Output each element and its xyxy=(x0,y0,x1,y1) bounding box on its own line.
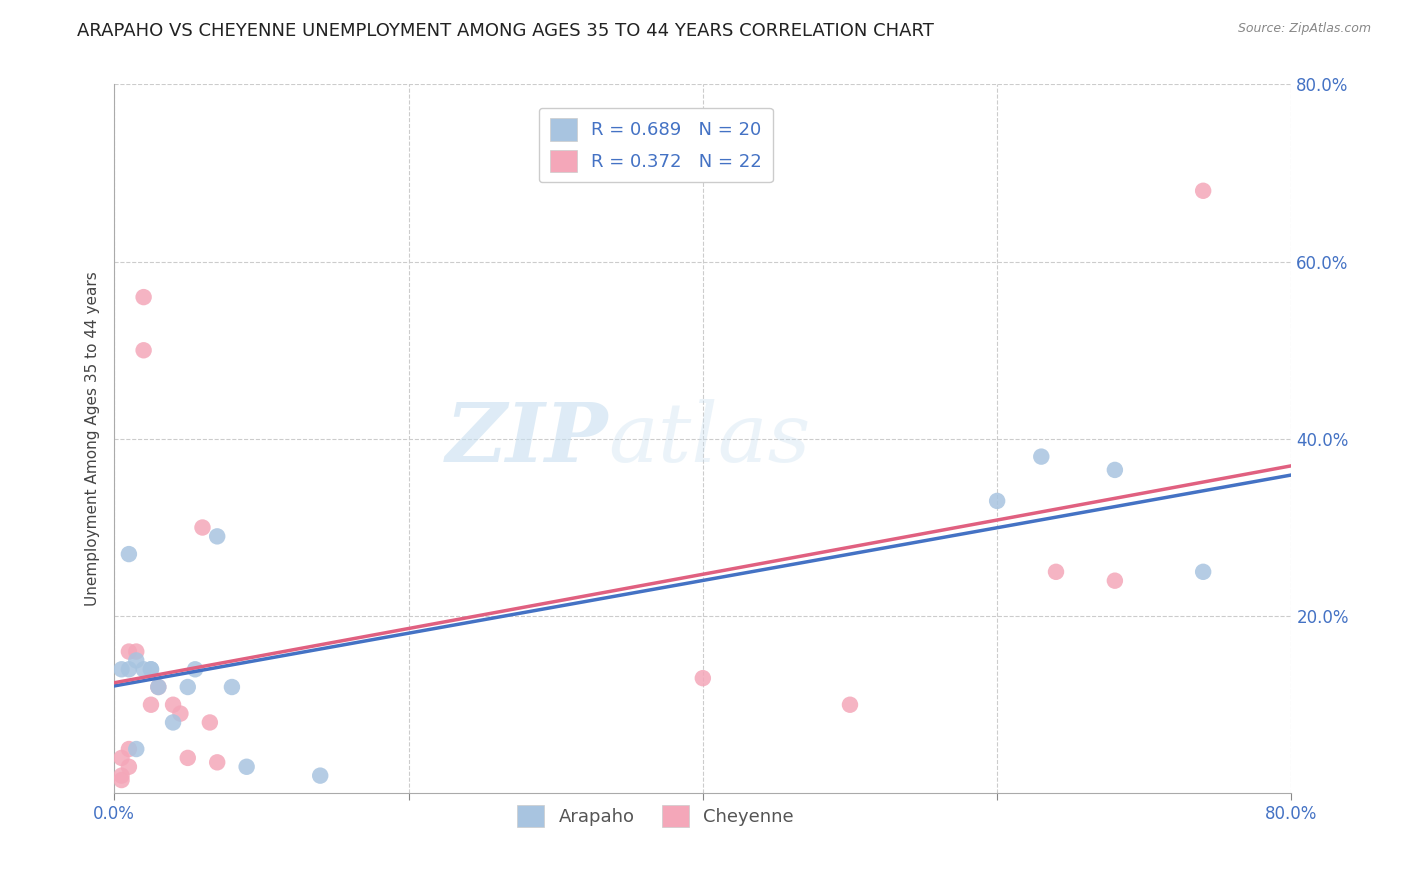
Point xyxy=(839,698,862,712)
Point xyxy=(162,715,184,730)
Point xyxy=(125,653,148,667)
Point xyxy=(118,547,141,561)
Point xyxy=(184,662,207,676)
Point xyxy=(118,742,141,756)
Point xyxy=(221,680,243,694)
Text: ZIP: ZIP xyxy=(446,399,609,479)
Point xyxy=(132,662,155,676)
Point xyxy=(235,760,257,774)
Point xyxy=(177,680,200,694)
Point xyxy=(1192,184,1215,198)
Point xyxy=(148,680,170,694)
Point xyxy=(169,706,191,721)
Point xyxy=(139,662,162,676)
Point xyxy=(692,671,714,685)
Point xyxy=(1045,565,1067,579)
Point xyxy=(125,742,148,756)
Point xyxy=(110,769,132,783)
Point xyxy=(118,760,141,774)
Point xyxy=(139,698,162,712)
Point xyxy=(110,751,132,765)
Point xyxy=(198,715,221,730)
Point xyxy=(205,756,228,770)
Text: atlas: atlas xyxy=(609,399,811,479)
Point xyxy=(118,644,141,658)
Text: ARAPAHO VS CHEYENNE UNEMPLOYMENT AMONG AGES 35 TO 44 YEARS CORRELATION CHART: ARAPAHO VS CHEYENNE UNEMPLOYMENT AMONG A… xyxy=(77,22,934,40)
Point xyxy=(132,290,155,304)
Point xyxy=(191,520,214,534)
Y-axis label: Unemployment Among Ages 35 to 44 years: Unemployment Among Ages 35 to 44 years xyxy=(86,271,100,607)
Point xyxy=(1104,463,1126,477)
Point xyxy=(132,343,155,358)
Point xyxy=(162,698,184,712)
Text: Source: ZipAtlas.com: Source: ZipAtlas.com xyxy=(1237,22,1371,36)
Point xyxy=(1192,565,1215,579)
Point xyxy=(1104,574,1126,588)
Point xyxy=(110,662,132,676)
Point xyxy=(110,773,132,788)
Point xyxy=(148,680,170,694)
Point xyxy=(125,644,148,658)
Point xyxy=(205,529,228,543)
Legend: Arapaho, Cheyenne: Arapaho, Cheyenne xyxy=(510,797,801,834)
Point xyxy=(139,662,162,676)
Point xyxy=(1031,450,1053,464)
Point xyxy=(177,751,200,765)
Point xyxy=(986,494,1008,508)
Point xyxy=(309,769,332,783)
Point xyxy=(118,662,141,676)
